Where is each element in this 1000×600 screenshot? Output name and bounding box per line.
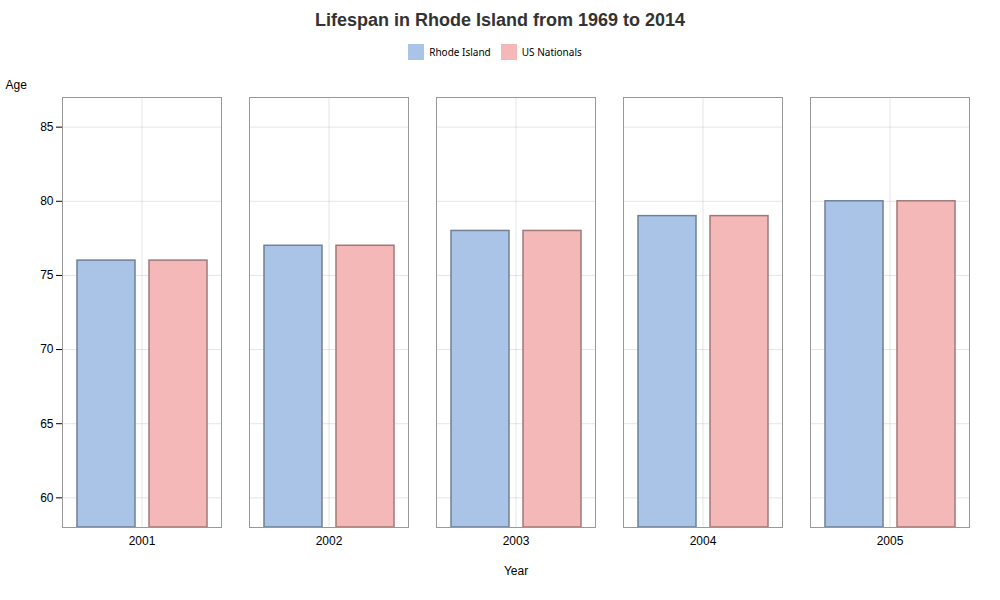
svg-text:Age: Age xyxy=(6,78,28,92)
svg-text:85: 85 xyxy=(40,120,54,134)
svg-text:2005: 2005 xyxy=(877,534,904,548)
svg-text:70: 70 xyxy=(40,342,54,356)
svg-text:2002: 2002 xyxy=(316,534,343,548)
svg-text:Year: Year xyxy=(504,564,528,578)
svg-text:2004: 2004 xyxy=(690,534,717,548)
html-text:Lifespan in Rhode Island from: Lifespan in Rhode Island from 1969 to 20… xyxy=(314,10,685,30)
svg-text:80: 80 xyxy=(40,194,54,208)
svg-text:65: 65 xyxy=(40,417,54,431)
html-text:US Nationals: US Nationals xyxy=(521,44,582,59)
svg-text:2001: 2001 xyxy=(129,534,156,548)
svg-text:60: 60 xyxy=(40,491,54,505)
svg-text:2003: 2003 xyxy=(503,534,530,548)
svg-text:75: 75 xyxy=(40,268,54,282)
html-text:Rhode Island: Rhode Island xyxy=(429,44,491,59)
